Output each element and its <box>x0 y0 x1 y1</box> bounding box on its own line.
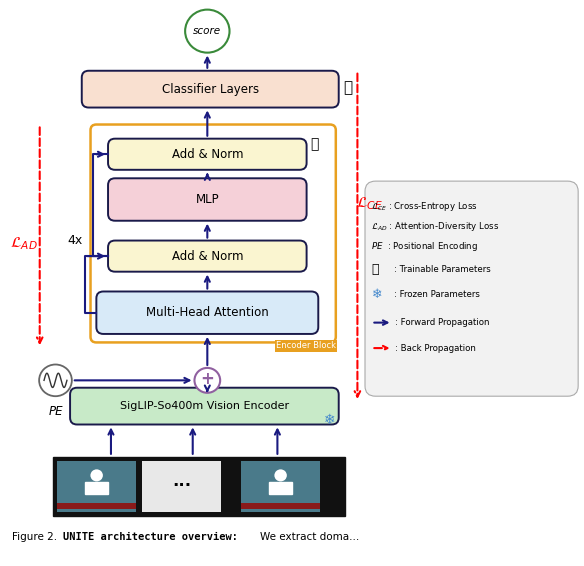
Text: 🔥: 🔥 <box>371 264 379 276</box>
Text: Figure 2.: Figure 2. <box>12 531 57 542</box>
Text: 🔥: 🔥 <box>310 138 318 151</box>
Text: $PE$  : Positional Encoding: $PE$ : Positional Encoding <box>371 240 478 252</box>
Text: PE: PE <box>48 405 62 418</box>
FancyBboxPatch shape <box>108 241 307 272</box>
Circle shape <box>39 365 72 396</box>
Text: We extract doma...: We extract doma... <box>260 531 359 542</box>
Text: $\mathcal{L}_{AD}$ : Attention-Diversity Loss: $\mathcal{L}_{AD}$ : Attention-Diversity… <box>371 220 499 233</box>
FancyBboxPatch shape <box>241 503 320 509</box>
Text: Multi-Head Attention: Multi-Head Attention <box>146 306 269 319</box>
Text: 🔥: 🔥 <box>343 80 352 95</box>
Text: $\mathcal{L}_{AD}$: $\mathcal{L}_{AD}$ <box>9 235 37 252</box>
Text: SigLIP-So400m Vision Encoder: SigLIP-So400m Vision Encoder <box>120 401 289 411</box>
Circle shape <box>194 368 220 393</box>
Text: : Trainable Parameters: : Trainable Parameters <box>394 265 491 275</box>
Text: MLP: MLP <box>196 193 219 206</box>
Polygon shape <box>85 482 109 494</box>
Text: ❄: ❄ <box>324 413 336 427</box>
Text: Add & Norm: Add & Norm <box>172 148 243 161</box>
FancyBboxPatch shape <box>82 71 339 108</box>
FancyBboxPatch shape <box>142 461 221 512</box>
Circle shape <box>185 10 230 53</box>
Text: 4x: 4x <box>67 234 82 247</box>
Text: Add & Norm: Add & Norm <box>172 250 243 263</box>
Text: UNITE architecture overview:: UNITE architecture overview: <box>63 531 238 542</box>
Text: Classifier Layers: Classifier Layers <box>162 83 259 96</box>
Text: $\mathcal{L}_{CE}$: $\mathcal{L}_{CE}$ <box>356 195 383 212</box>
FancyBboxPatch shape <box>365 181 578 396</box>
Circle shape <box>91 469 103 482</box>
FancyBboxPatch shape <box>53 457 345 516</box>
Text: : Forward Propagation: : Forward Propagation <box>395 318 490 327</box>
FancyBboxPatch shape <box>241 461 320 512</box>
FancyBboxPatch shape <box>96 291 318 334</box>
Circle shape <box>274 469 287 482</box>
FancyBboxPatch shape <box>57 461 136 512</box>
Text: +: + <box>200 370 214 388</box>
FancyBboxPatch shape <box>108 139 307 170</box>
FancyBboxPatch shape <box>108 178 307 221</box>
FancyBboxPatch shape <box>70 388 339 424</box>
Text: ···: ··· <box>172 478 191 495</box>
Text: score: score <box>193 26 221 36</box>
Text: Encoder Block: Encoder Block <box>276 341 336 350</box>
Text: : Back Propagation: : Back Propagation <box>395 344 476 353</box>
Text: ❄: ❄ <box>371 288 382 301</box>
FancyBboxPatch shape <box>57 503 136 509</box>
Text: : Frozen Parameters: : Frozen Parameters <box>394 290 479 299</box>
Polygon shape <box>269 482 293 494</box>
Text: $\mathcal{L}_{CE}$ : Cross-Entropy Loss: $\mathcal{L}_{CE}$ : Cross-Entropy Loss <box>371 200 478 213</box>
